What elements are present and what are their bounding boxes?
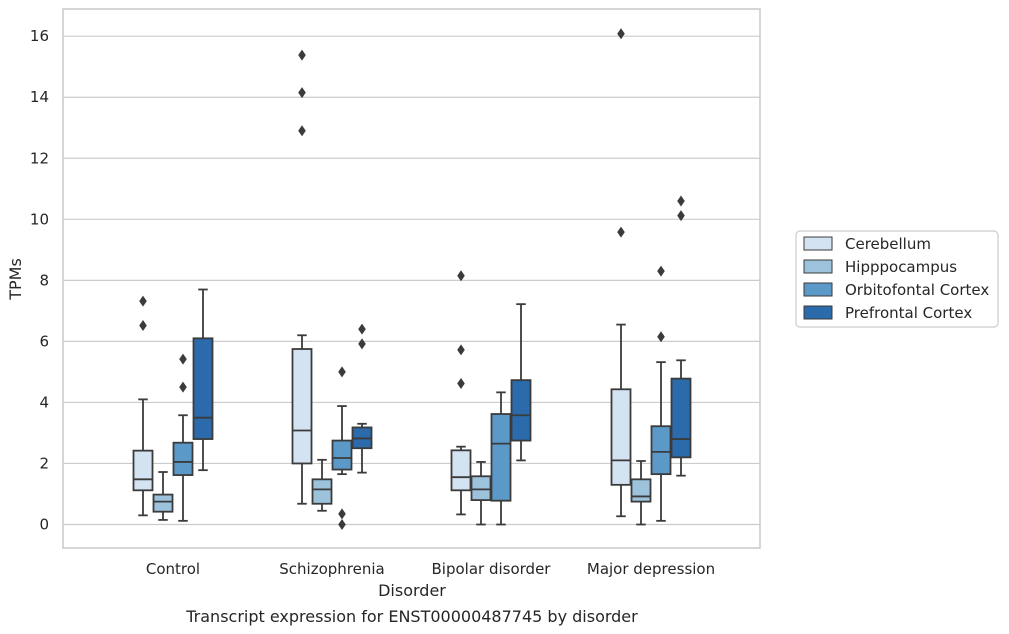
outlier-point <box>139 320 147 332</box>
y-tick-label: 8 <box>39 271 49 289</box>
box-group <box>670 195 692 477</box>
box-group <box>630 460 652 526</box>
box-series <box>132 28 692 530</box>
iqr-box <box>132 449 154 492</box>
y-tick-label: 6 <box>39 332 49 350</box>
box-group <box>510 303 532 462</box>
outlier-point <box>179 353 187 365</box>
iqr-box <box>650 425 672 476</box>
outlier-point <box>298 87 306 99</box>
outlier-point <box>677 210 685 222</box>
iqr-box <box>331 439 353 471</box>
y-tick-labels: 0 2 4 6 8 10 12 14 16 <box>30 27 49 533</box>
iqr-box <box>470 475 492 501</box>
outlier-point <box>677 195 685 207</box>
y-tick-label: 4 <box>39 393 49 411</box>
outlier-point <box>457 270 465 282</box>
chart-caption: Transcript expression for ENST0000048774… <box>185 607 638 626</box>
box-group <box>311 458 333 512</box>
box-group <box>450 270 472 516</box>
outlier-point <box>338 508 346 520</box>
legend-swatch <box>803 259 833 274</box>
outlier-point <box>657 331 665 343</box>
y-tick-label: 2 <box>39 454 49 472</box>
box-group <box>152 471 174 521</box>
y-tick-label: 12 <box>30 149 49 167</box>
outlier-point <box>657 265 665 277</box>
legend-label: Orbitofontal Cortex <box>845 281 989 299</box>
x-tick-label: Schizophrenia <box>279 560 384 578</box>
outlier-point <box>358 338 366 350</box>
iqr-box <box>630 478 652 503</box>
box-group <box>331 366 353 530</box>
box-group <box>610 28 632 518</box>
box-group <box>650 265 672 522</box>
plot-frame <box>62 8 761 549</box>
box-group <box>132 295 154 517</box>
x-tick-labels: Control Schizophrenia Bipolar disorder Majo… <box>146 560 715 578</box>
outlier-point <box>617 28 625 40</box>
outlier-point <box>617 226 625 238</box>
box-group <box>470 461 492 526</box>
y-tick-label: 16 <box>30 27 49 45</box>
y-axis-label: TPMs <box>6 258 25 301</box>
iqr-box <box>172 441 194 476</box>
iqr-box <box>670 377 692 459</box>
x-tick-label: Control <box>146 560 200 578</box>
legend-swatch <box>803 282 833 297</box>
box-group <box>192 288 214 472</box>
legend-swatch <box>803 305 833 320</box>
iqr-box <box>490 413 512 502</box>
iqr-box <box>291 348 313 465</box>
legend-box <box>795 230 999 328</box>
legend-label: Cerebellum <box>845 235 931 253</box>
grid-lines <box>63 35 760 526</box>
box-group <box>172 353 194 522</box>
box-group <box>351 323 373 474</box>
iqr-box <box>152 493 174 513</box>
x-axis-label: Disorder <box>378 581 446 600</box>
iqr-box <box>450 449 472 492</box>
x-tick-label: Bipolar disorder <box>432 560 552 578</box>
outlier-point <box>338 366 346 378</box>
outlier-point <box>338 519 346 530</box>
outlier-point <box>358 323 366 335</box>
outlier-point <box>298 125 306 137</box>
iqr-box <box>192 337 214 440</box>
outlier-point <box>179 381 187 393</box>
box-group <box>490 391 512 526</box>
y-tick-label: 14 <box>30 88 49 106</box>
y-tick-label: 0 <box>39 516 49 534</box>
outlier-point <box>298 49 306 61</box>
x-tick-label: Major depression <box>587 560 715 578</box>
box-group <box>291 49 313 505</box>
iqr-box <box>311 478 333 505</box>
iqr-box <box>510 379 532 442</box>
outlier-point <box>457 344 465 356</box>
iqr-box <box>610 388 632 486</box>
legend-label: Prefrontal Cortex <box>845 304 972 322</box>
outlier-point <box>139 295 147 307</box>
outlier-point <box>457 377 465 389</box>
legend: Cerebellum Hipppocampus Orbitofontal Corte… <box>795 230 999 328</box>
legend-swatch <box>803 236 833 251</box>
legend-label: Hipppocampus <box>845 258 957 276</box>
y-tick-label: 10 <box>30 210 49 228</box>
